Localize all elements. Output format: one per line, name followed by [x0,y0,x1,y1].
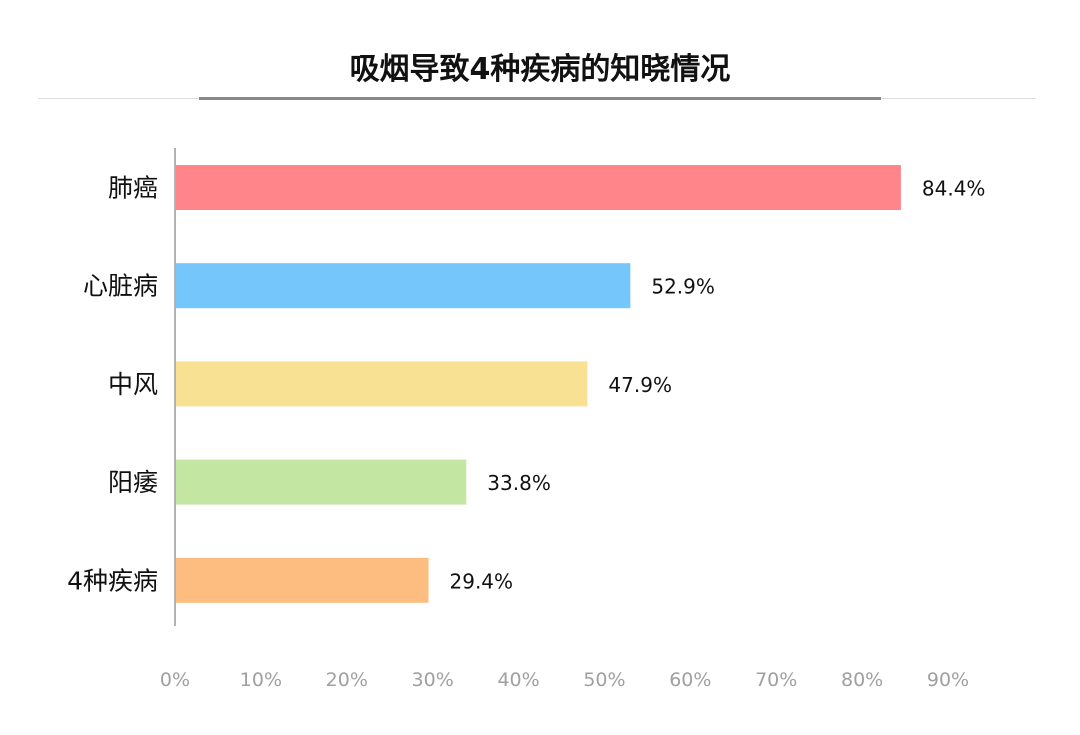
x-tick-label: 90% [927,669,969,691]
x-tick-label: 0% [160,669,190,691]
category-label: 中风 [108,370,158,399]
x-tick-label: 70% [755,669,797,691]
chart-title: 吸烟导致4种疾病的知晓情况 [349,52,731,87]
data-label: 33.8% [487,471,551,495]
data-label: 29.4% [450,569,514,593]
category-label: 心脏病 [83,272,158,301]
x-tick-label: 10% [240,669,282,691]
bar [176,263,631,309]
category-label: 4种疾病 [67,566,158,595]
title-underline [199,97,881,100]
category-label: 阳痿 [108,468,158,497]
data-label: 47.9% [608,373,672,397]
x-tick-label: 40% [497,669,539,691]
x-tick-label: 50% [583,669,625,691]
bar [176,361,588,407]
bar [176,459,467,505]
data-label: 52.9% [651,275,715,299]
data-label: 84.4% [922,177,986,201]
x-tick-label: 30% [412,669,454,691]
bar [176,165,901,210]
category-label: 肺癌 [108,174,158,203]
x-tick-label: 80% [841,669,883,691]
bar [176,557,429,603]
x-tick-label: 20% [326,669,368,691]
x-tick-label: 60% [669,669,711,691]
